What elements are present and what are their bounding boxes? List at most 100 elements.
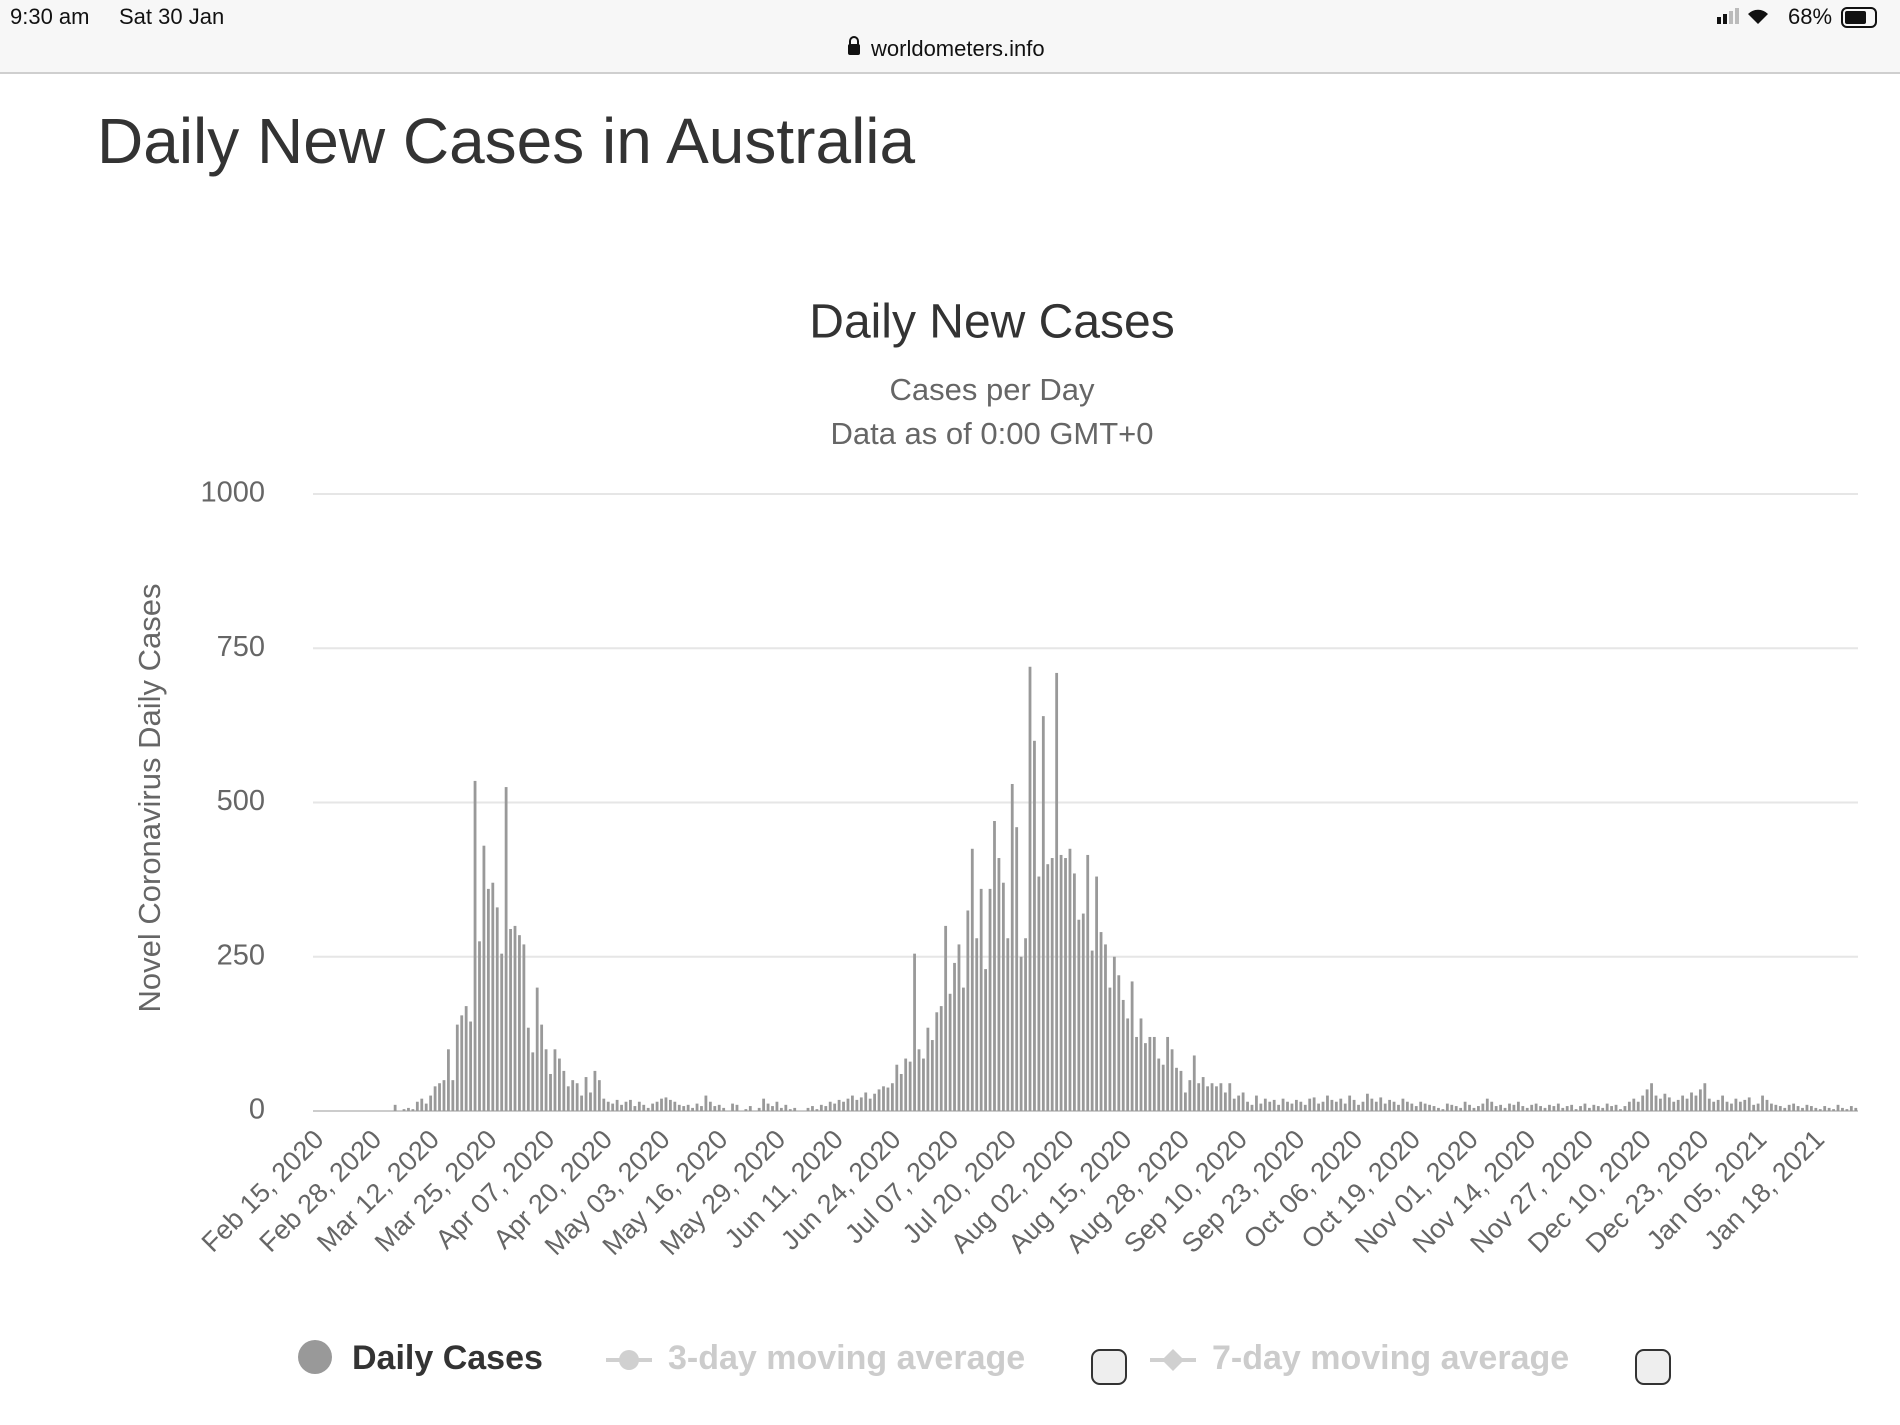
- bar: [1499, 1104, 1503, 1111]
- legend-entry[interactable]: 3-day moving average: [668, 1339, 1025, 1377]
- bar: [1139, 1018, 1143, 1111]
- bar: [1694, 1095, 1698, 1111]
- bar: [1539, 1106, 1542, 1111]
- bar: [620, 1104, 623, 1111]
- bar: [1388, 1099, 1392, 1111]
- bar: [913, 953, 916, 1111]
- bar: [1050, 858, 1054, 1111]
- bar: [1521, 1106, 1525, 1111]
- bar: [1192, 1055, 1196, 1111]
- bar: [1330, 1099, 1334, 1111]
- bar: [1299, 1101, 1303, 1111]
- bar: [553, 1049, 557, 1111]
- bar: [540, 1024, 544, 1111]
- bar: [1024, 938, 1027, 1111]
- bar: [1015, 827, 1019, 1111]
- bar: [1086, 854, 1090, 1111]
- bar: [1556, 1103, 1560, 1111]
- bar: [757, 1107, 761, 1111]
- bar: [544, 1049, 548, 1111]
- wifi-icon: [1748, 9, 1768, 24]
- bar: [1756, 1103, 1760, 1111]
- bar: [1592, 1104, 1596, 1111]
- bar: [1650, 1083, 1653, 1111]
- bar: [402, 1109, 406, 1111]
- bar: [1463, 1101, 1467, 1111]
- bar: [1219, 1083, 1223, 1111]
- bar: [1423, 1103, 1427, 1111]
- lock-icon: [848, 44, 860, 55]
- bar: [1041, 716, 1045, 1111]
- legend-entry[interactable]: Daily Cases: [352, 1339, 543, 1377]
- bar: [775, 1101, 779, 1111]
- bar: [1792, 1103, 1796, 1111]
- bar: [1317, 1103, 1320, 1111]
- bar: [828, 1101, 832, 1111]
- bar: [793, 1107, 797, 1111]
- checkbox[interactable]: [1635, 1349, 1671, 1385]
- bar: [748, 1106, 752, 1111]
- bar: [904, 1058, 908, 1111]
- bar: [917, 1049, 921, 1111]
- bar: [1183, 1092, 1187, 1111]
- bar: [1601, 1107, 1605, 1111]
- bar: [922, 1058, 925, 1111]
- bar: [664, 1097, 668, 1111]
- y-tick-label: 1000: [200, 477, 265, 509]
- bar: [1148, 1036, 1152, 1111]
- bar: [1485, 1098, 1489, 1111]
- bar: [1281, 1098, 1285, 1111]
- y-tick-label: 250: [217, 939, 265, 971]
- bar: [1223, 1092, 1227, 1111]
- url[interactable]: worldometers.info: [870, 36, 1045, 61]
- bar: [420, 1098, 424, 1111]
- bar: [1725, 1101, 1729, 1111]
- battery-fill: [1845, 11, 1866, 24]
- bar: [735, 1104, 739, 1111]
- bar: [1334, 1101, 1338, 1111]
- bar: [988, 888, 992, 1111]
- battery-icon: [1841, 7, 1877, 28]
- checkbox[interactable]: [1091, 1349, 1127, 1385]
- signal-icon: [1717, 8, 1739, 24]
- bar: [1477, 1106, 1480, 1111]
- bar: [1707, 1098, 1711, 1111]
- bar: [1130, 981, 1134, 1111]
- bar: [473, 780, 477, 1111]
- time: 9:30 am: [10, 4, 90, 29]
- bar: [562, 1070, 566, 1111]
- bar: [1641, 1095, 1645, 1111]
- bar: [1685, 1098, 1689, 1111]
- bar: [1681, 1095, 1685, 1111]
- bar: [1237, 1095, 1241, 1111]
- bar: [771, 1106, 774, 1111]
- bar: [1157, 1058, 1161, 1111]
- bar: [1818, 1109, 1822, 1111]
- bar: [1308, 1098, 1312, 1111]
- bar: [1623, 1106, 1627, 1111]
- bar: [1370, 1098, 1374, 1111]
- bar: [1747, 1097, 1751, 1111]
- bar: [424, 1103, 428, 1111]
- bar: [611, 1103, 615, 1111]
- bar: [1596, 1106, 1600, 1111]
- bar: [700, 1106, 703, 1111]
- bar: [882, 1086, 885, 1111]
- bar: [1610, 1106, 1613, 1111]
- bar: [713, 1106, 717, 1111]
- bar: [486, 888, 490, 1111]
- bar: [1490, 1101, 1494, 1111]
- bar: [1845, 1109, 1849, 1111]
- bar: [1343, 1103, 1347, 1111]
- bar: [1144, 1043, 1147, 1111]
- bar: [1778, 1106, 1782, 1111]
- bar: [407, 1107, 410, 1111]
- legend-entry[interactable]: 7-day moving average: [1212, 1339, 1569, 1377]
- bar: [1636, 1101, 1640, 1111]
- bar: [1357, 1104, 1360, 1111]
- bar: [1228, 1083, 1232, 1111]
- bar: [1170, 1049, 1174, 1111]
- bar: [842, 1101, 845, 1111]
- bar: [495, 907, 499, 1111]
